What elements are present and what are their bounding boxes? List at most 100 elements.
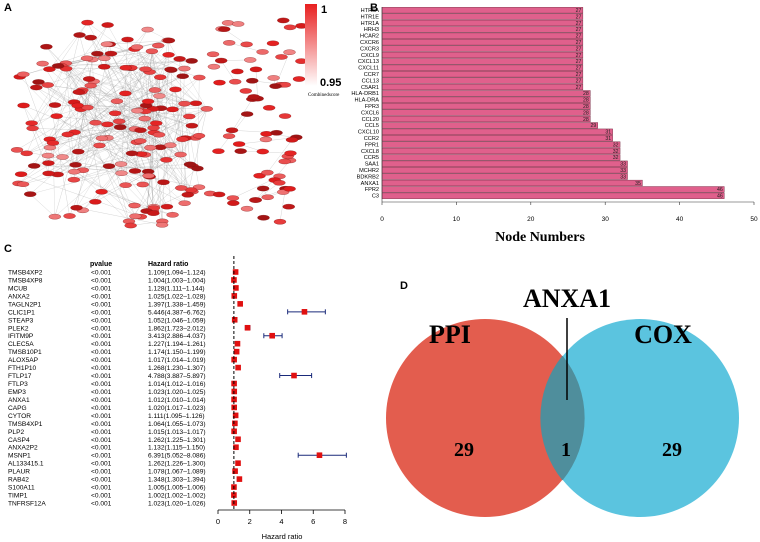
network-edge [151, 51, 162, 109]
forest-pvalue: <0.001 [91, 389, 112, 396]
forest-pvalue: <0.001 [91, 493, 112, 500]
network-edge [93, 81, 192, 191]
network-edge [82, 170, 136, 217]
bar-ccr5 [381, 154, 621, 161]
node-degree-bar-chart: HTR5AHTR1EHTR1AHRH3HCAR2CXCR6CXCR3CXCL9C… [351, 7, 758, 245]
bar-cxcl6 [381, 109, 591, 116]
network-node [93, 142, 106, 149]
network-node [98, 64, 111, 70]
forest-pvalue: <0.001 [91, 485, 112, 492]
bar-label-hrh3: HRH3 [364, 27, 379, 33]
network-node [46, 140, 60, 146]
forest-hr-text: 1.111(1.095–1.126) [148, 413, 205, 420]
network-edge [140, 108, 154, 155]
network-node [160, 203, 174, 210]
bar-hrh3 [381, 26, 584, 33]
network-node [61, 131, 74, 138]
network-node [125, 150, 139, 157]
network-node [89, 199, 102, 205]
network-node [164, 66, 177, 73]
bar-value-c5ar1: 27 [576, 85, 582, 91]
bar-x-tick-label: 50 [750, 216, 758, 223]
network-node [261, 169, 274, 176]
forest-hr-marker [231, 356, 237, 363]
forest-gene-plek2: PLEK2 [8, 325, 29, 332]
forest-hr-marker [231, 293, 238, 299]
network-node [72, 89, 85, 95]
network-edge [67, 134, 161, 148]
forest-pvalue: <0.001 [91, 285, 112, 292]
network-node [173, 56, 186, 62]
network-node [223, 40, 236, 46]
network-edge [120, 127, 167, 160]
bar-value-bdkrb2: 33 [620, 174, 626, 180]
network-node [28, 163, 41, 169]
network-node [30, 84, 43, 91]
network-edge [255, 69, 258, 99]
forest-pvalue: <0.001 [91, 381, 112, 388]
network-node [56, 154, 69, 160]
cox-forest-plot: pvalue Hazard ratio TMSB4XP2 <0.001 1.109(… [8, 256, 347, 541]
network-edge [175, 89, 181, 155]
bar-ccl13 [381, 77, 584, 84]
venn-title: ANXA1 [523, 284, 611, 313]
forest-hr-marker [237, 301, 243, 307]
network-node [193, 74, 206, 81]
network-node [101, 22, 114, 28]
network-node [157, 179, 170, 185]
network-node [119, 182, 132, 188]
forest-header-hr: Hazard ratio [148, 261, 188, 268]
forest-hr-text: 1.227(1.194–1.261) [148, 341, 206, 348]
forest-hr-marker [235, 460, 241, 466]
forest-x-tick-label: 6 [311, 517, 315, 526]
network-nodes [10, 17, 308, 229]
forest-gene-anxa2p2: ANXA2P2 [8, 445, 38, 452]
bar-label-fpr3: FPR3 [365, 104, 379, 110]
network-node [162, 37, 176, 44]
network-edge [80, 58, 180, 110]
forest-x-tick-label: 4 [279, 517, 283, 526]
network-edge [31, 63, 66, 124]
network-node [50, 113, 63, 119]
forest-gene-ifitm9p: IFITM9P [8, 333, 34, 340]
bar-value-ccr2: 31 [605, 136, 611, 142]
network-node [142, 172, 155, 179]
forest-hr-marker [233, 444, 239, 451]
forest-header-pvalue: pvalue [90, 261, 112, 268]
network-node [32, 79, 45, 85]
network-node [231, 68, 244, 75]
network-edge [151, 51, 207, 109]
bar-value-ccr7: 27 [576, 72, 582, 78]
bar-value-cxcl9: 27 [576, 53, 582, 59]
network-node [262, 105, 276, 111]
network-node [43, 66, 56, 72]
network-edge [130, 68, 185, 104]
forest-hr-marker [235, 436, 241, 443]
network-edge [36, 87, 56, 106]
network-node [17, 102, 30, 109]
bar-anxa1 [381, 179, 643, 187]
network-node [150, 120, 163, 126]
bar-x-tick-label: 20 [527, 216, 535, 223]
network-edge [74, 91, 82, 133]
network-node [278, 113, 292, 119]
bar-label-fpr1: FPR1 [365, 142, 379, 148]
network-node [261, 194, 274, 200]
network-node [247, 94, 260, 100]
forest-gene-timp1: TIMP1 [8, 493, 28, 500]
network-edge [58, 22, 88, 67]
network-node [89, 119, 102, 126]
score-legend-min: 0.95 [320, 77, 341, 89]
network-node [192, 184, 206, 190]
network-node [213, 191, 226, 198]
forest-pvalue: <0.001 [91, 477, 112, 484]
network-node [141, 98, 155, 105]
bar-c3 [381, 192, 725, 199]
forest-hr-marker [316, 452, 323, 459]
network-node [81, 104, 94, 111]
network-node [136, 181, 149, 188]
network-node [249, 66, 263, 73]
network-edge [19, 76, 154, 214]
ppi-network [10, 17, 308, 229]
network-edge [175, 89, 188, 195]
